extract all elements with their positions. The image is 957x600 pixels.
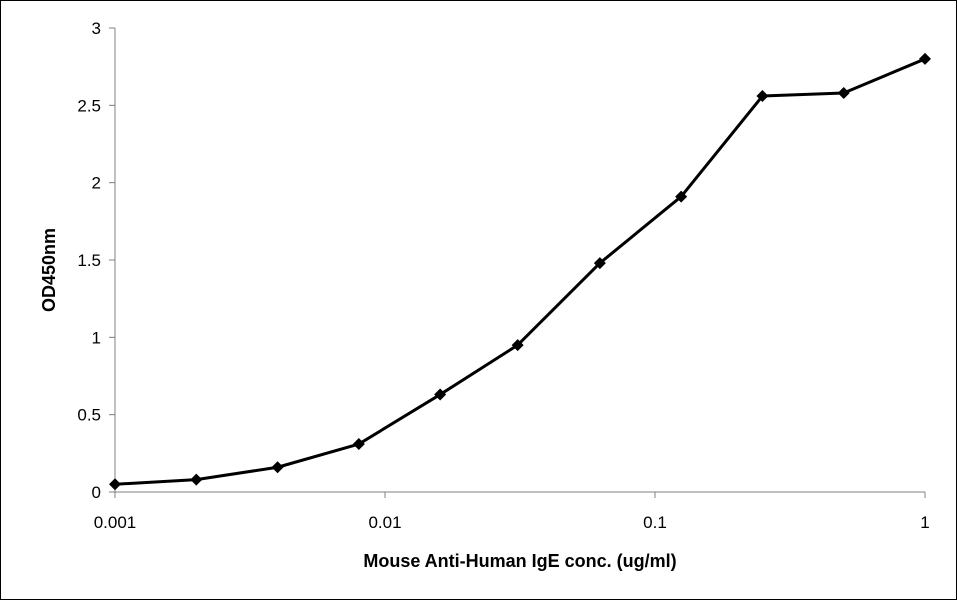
y-tick-label: 1.5 [77,251,101,270]
data-point-marker [109,478,121,491]
data-point-marker [352,438,365,451]
y-tick-label: 2.5 [77,96,101,115]
data-point-marker [919,52,931,65]
y-axis-ticks: 0 0.5 1 1.5 2 2.5 3 [77,19,115,502]
x-tick-label: 1 [920,513,929,532]
x-axis-title: Mouse Anti-Human IgE conc. (ug/ml) [363,551,676,571]
x-tick-label: 0.1 [643,513,667,532]
series-line [114,57,926,486]
y-tick-label: 3 [92,19,101,38]
y-tick-label: 0.5 [77,406,101,425]
data-point-marker [593,257,606,270]
y-tick-label: 0 [92,483,101,502]
data-point-marker [756,90,769,103]
x-tick-label: 0.01 [368,513,401,532]
data-point-marker [837,86,850,99]
x-tick-label: 0.001 [94,513,137,532]
data-point-marker [190,473,203,486]
data-point-marker [434,388,447,401]
y-tick-label: 2 [92,174,101,193]
y-axis-title: OD450nm [39,228,59,312]
x-axis-ticks: 0.001 0.01 0.1 1 [94,492,930,532]
data-point-marker [511,339,524,352]
data-series [109,52,931,491]
data-point-marker [271,461,284,474]
axes [114,28,925,493]
y-tick-label: 1 [92,328,101,347]
data-point-marker [675,190,688,203]
